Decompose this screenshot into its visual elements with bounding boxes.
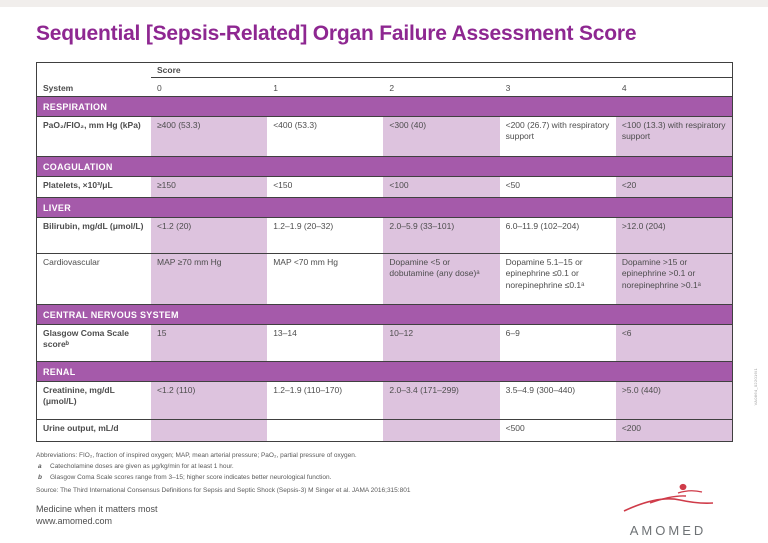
- table-cell: MAP <70 mm Hg: [273, 257, 338, 267]
- source-citation: Source: The Third International Consensu…: [36, 487, 411, 494]
- footnote-b: b Glasgow Coma Scale scores range from 3…: [36, 474, 696, 481]
- table-row-urine-output: Urine output, mL/d <500 <200: [37, 419, 733, 441]
- table-cell: 15: [151, 325, 268, 361]
- table-header-system-row: System 0 1 2 3 4: [37, 78, 732, 96]
- table-row-creatinine: Creatinine, mg/dL (μmol/L) <1.2 (110) 1.…: [37, 381, 733, 419]
- table-cell: ≥150: [151, 177, 268, 197]
- table-cell: <500: [505, 423, 525, 433]
- table-cell: Dopamine 5.1–15 or epinephrine ≤0.1 or n…: [505, 257, 585, 290]
- sofa-score-table: Score System 0 1 2 3 4 RESPIRATION PaO₂/…: [36, 62, 733, 442]
- logo-swoosh-icon: [623, 483, 714, 512]
- footnotes: Abbreviations: FIO₂, fraction of inspire…: [36, 452, 696, 485]
- section-header-renal: RENAL: [37, 361, 732, 381]
- table-cell: <1.2 (110): [151, 382, 268, 419]
- table-row-platelets: Platelets, ×10³/μL ≥150 <150 <100 <50 <2…: [37, 176, 733, 197]
- table-cell: <150: [273, 180, 293, 190]
- abbreviations-note: Abbreviations: FIO₂, fraction of inspire…: [36, 452, 357, 459]
- system-header: System: [37, 79, 151, 96]
- document-code: VA0864_022016/1: [753, 368, 758, 406]
- row-label-urine-output: Urine output, mL/d: [37, 420, 151, 441]
- table-cell: <1.2 (20): [151, 218, 268, 253]
- score-column-0: 0: [157, 82, 162, 93]
- row-label-platelets: Platelets, ×10³/μL: [37, 177, 151, 197]
- row-label-creatinine: Creatinine, mg/dL (μmol/L): [37, 382, 151, 419]
- table-cell: 2.0–3.4 (171–299): [383, 382, 500, 419]
- footnote-a: a Catecholamine doses are given as μg/kg…: [36, 463, 696, 470]
- score-column-2: 2: [389, 82, 395, 93]
- table-cell: <6: [615, 325, 733, 361]
- table-cell: [151, 420, 268, 441]
- table-header-score-row: Score: [37, 63, 732, 78]
- table-cell: <100 (13.3) with respiratory support: [615, 117, 733, 156]
- score-column-1: 1: [273, 82, 278, 93]
- table-cell: <100: [383, 177, 500, 197]
- row-label-bilirubin: Bilirubin, mg/dL (μmol/L): [37, 218, 151, 253]
- table-row-glasgow: Glasgow Coma Scale scoreᵇ 15 13–14 10–12…: [37, 324, 733, 361]
- table-cell: 1.2–1.9 (110–170): [273, 385, 343, 395]
- table-cell: [383, 420, 500, 441]
- table-cell: >5.0 (440): [615, 382, 733, 419]
- section-header-respiration: RESPIRATION: [37, 96, 732, 116]
- footnote-a-text: Catecholamine doses are given as μg/kg/m…: [50, 463, 234, 470]
- table-cell: 10–12: [383, 325, 500, 361]
- table-cell: 6–9: [505, 328, 520, 338]
- table-cell: >12.0 (204): [615, 218, 733, 253]
- table-cell: 6.0–11.9 (102–204): [505, 221, 580, 231]
- section-header-cns: CENTRAL NERVOUS SYSTEM: [37, 304, 732, 324]
- footnote-a-marker: a: [38, 463, 42, 470]
- table-cell: Dopamine <5 or dobutamine (any dose)ᵃ: [383, 254, 500, 304]
- logo-text: AMOMED: [629, 523, 707, 538]
- table-cell: <200: [615, 420, 733, 441]
- table-cell: Dopamine >15 or epinephrine >0.1 or nore…: [615, 254, 733, 304]
- table-cell: 3.5–4.9 (300–440): [505, 385, 576, 395]
- table-cell: ≥400 (53.3): [151, 117, 268, 156]
- table-cell: <200 (26.7) with respiratory support: [505, 120, 610, 142]
- table-cell: <400 (53.3): [273, 120, 317, 130]
- row-label-glasgow: Glasgow Coma Scale scoreᵇ: [37, 325, 151, 361]
- table-cell: <300 (40): [383, 117, 500, 156]
- table-cell: 2.0–5.9 (33–101): [383, 218, 500, 253]
- footnote-b-text: Glasgow Coma Scale scores range from 3–1…: [50, 474, 332, 481]
- row-label-pao2: PaO₂/FIO₂, mm Hg (kPa): [37, 117, 151, 156]
- table-cell: 13–14: [273, 328, 297, 338]
- table-cell: MAP ≥70 mm Hg: [151, 254, 268, 304]
- table-cell: <20: [615, 177, 733, 197]
- row-label-cardiovascular: Cardiovascular: [37, 254, 151, 304]
- score-column-3: 3: [505, 82, 511, 93]
- score-header: Score: [151, 63, 732, 78]
- table-cell: <50: [505, 180, 521, 190]
- header-empty-cell: [37, 63, 151, 78]
- section-header-liver: LIVER: [37, 197, 732, 217]
- page-title: Sequential [Sepsis-Related] Organ Failur…: [36, 22, 637, 45]
- section-header-coagulation: COAGULATION: [37, 156, 732, 176]
- table-cell: [267, 420, 383, 441]
- table-row-bilirubin: Bilirubin, mg/dL (μmol/L) <1.2 (20) 1.2–…: [37, 217, 733, 253]
- company-website[interactable]: www.amomed.com: [36, 516, 113, 526]
- page-top-strip: [0, 0, 768, 7]
- table-row-cardiovascular: Cardiovascular MAP ≥70 mm Hg MAP <70 mm …: [37, 253, 733, 304]
- footnote-b-marker: b: [38, 474, 42, 481]
- table-cell: 1.2–1.9 (20–32): [273, 221, 334, 231]
- amomed-logo: AMOMED: [620, 481, 716, 538]
- company-tagline: Medicine when it matters most: [36, 504, 158, 514]
- table-row-pao2: PaO₂/FIO₂, mm Hg (kPa) ≥400 (53.3) <400 …: [37, 116, 733, 156]
- score-column-4: 4: [621, 82, 627, 93]
